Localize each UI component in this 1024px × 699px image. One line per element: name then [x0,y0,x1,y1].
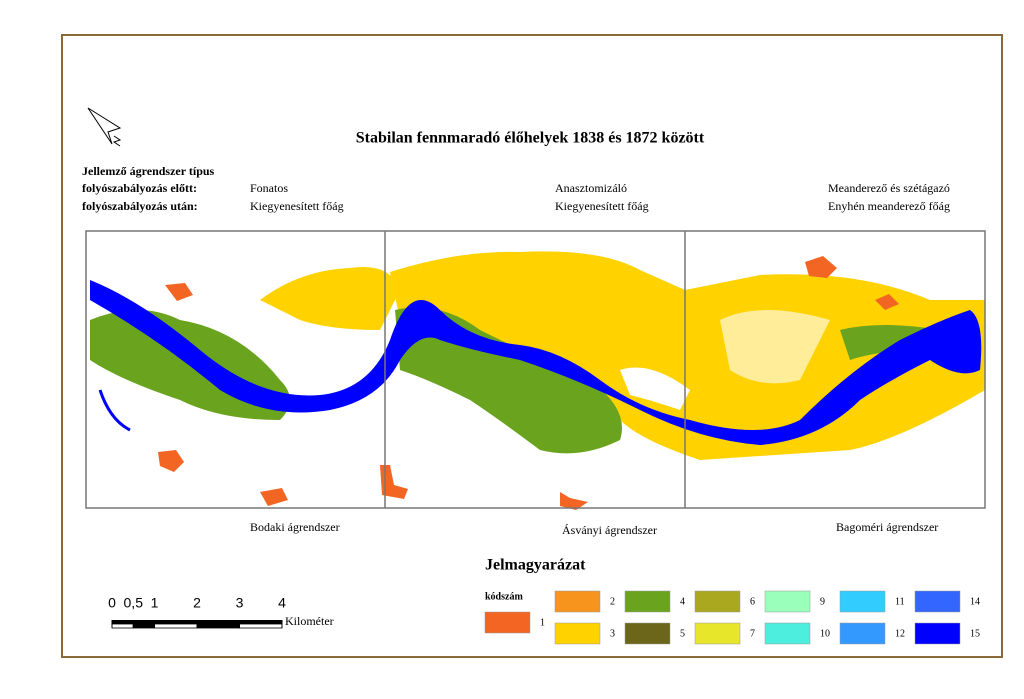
legend-swatch [694,622,741,645]
legend-code: 6 [750,596,755,607]
legend-code: 9 [820,596,825,607]
legend-swatch [484,611,531,634]
legend-code-label: kódszám [485,591,523,602]
legend-code: 5 [680,628,685,639]
scale-tick-label: 0 [108,595,116,611]
legend-swatch [624,590,671,613]
section-name: Bagoméri ágrendszer [836,520,938,534]
legend-swatch [554,622,601,645]
legend-code: 14 [970,596,980,607]
legend-code: 15 [970,628,980,639]
before-label: folyószabályozás előtt: [82,181,197,195]
legend-swatch [914,590,961,613]
legend-swatch [554,590,601,613]
section-after: Kiegyenesített főág [250,199,344,213]
scale-segment [239,620,282,624]
after-label: folyószabályozás után: [82,199,198,213]
legend-code: 1 [540,617,545,628]
scale-tick-label: 0,5 [124,595,144,611]
scale-segment [132,623,155,629]
section-before: Meanderező és szétágazó [828,181,950,195]
header-label: Jellemző ágrendszer típus [82,164,215,178]
section-before: Fonatos [250,181,288,195]
scale-tick-label: 4 [278,595,286,611]
legend-code: 4 [680,596,685,607]
section-before: Anasztomizáló [555,181,627,195]
section-after: Enyhén meanderező főág [828,199,950,213]
north-arrow [87,107,122,147]
legend-code: 12 [895,628,905,639]
scale-segment [239,623,283,629]
legend-code: 10 [820,628,830,639]
map-title: Stabilan fennmaradó élőhelyek 1838 és 18… [356,130,705,147]
legend-swatch [839,622,886,645]
scale-tick-label: 2 [193,595,201,611]
legend-code: 2 [610,596,615,607]
scale-segment [154,620,197,624]
scale-segment [133,620,155,624]
scale-tick-label: 1 [151,595,159,611]
map-area [85,230,986,510]
legend-title: Jelmagyarázat [485,557,586,574]
legend-swatch [914,622,961,645]
scale-unit: Kilométer [285,614,334,628]
scale-segment [196,623,240,629]
legend-swatch [764,622,811,645]
legend-swatch [694,590,741,613]
scale-segment [197,620,240,624]
scale-segment [112,620,134,624]
legend-swatch [624,622,671,645]
scale-bar: 0 0,5 1 2 3 4 Kilométer [108,595,334,629]
legend-swatch [764,590,811,613]
legend-code: 11 [895,596,905,607]
scale-segment [111,623,134,629]
legend-code: 3 [610,628,615,639]
scale-segment [154,623,198,629]
scale-tick-label: 3 [236,595,244,611]
section-name: Bodaki ágrendszer [250,520,340,534]
legend-code: 7 [750,628,755,639]
section-after: Kiegyenesített főág [555,199,649,213]
section-name: Ásványi ágrendszer [562,523,657,537]
legend-swatch [839,590,886,613]
